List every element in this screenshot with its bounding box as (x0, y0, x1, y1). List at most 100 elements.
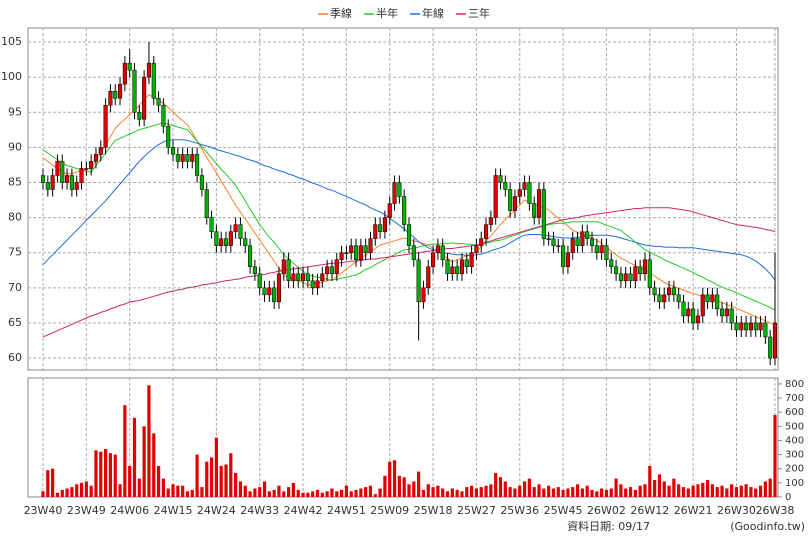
volume-bar (392, 460, 397, 497)
volume-bar (590, 489, 594, 497)
candle-body (368, 238, 373, 253)
volume-bar (585, 485, 589, 497)
candle-body (219, 238, 224, 246)
x-tick-label: 24W06 (110, 504, 149, 517)
candle-body (748, 322, 753, 331)
volume-bar (614, 478, 618, 497)
candle-body (763, 322, 768, 338)
volume-bar (75, 484, 79, 497)
candle-body (185, 154, 190, 162)
volume-bar (152, 433, 156, 497)
candle-body (614, 266, 619, 275)
legend-label: 季線 (330, 6, 352, 20)
candle-body (392, 182, 397, 204)
candle-body (474, 245, 479, 253)
candle-body (561, 245, 566, 268)
candle-body (40, 175, 46, 183)
volume-bar (132, 417, 137, 497)
volume-bar (556, 487, 560, 497)
candle-body (734, 322, 739, 331)
volume-bar (344, 485, 348, 497)
candle-body (267, 287, 272, 296)
x-tick-label: 24W51 (327, 504, 366, 517)
volume-tick-label: 800 (785, 379, 804, 390)
candle-body (45, 182, 50, 190)
candle-body (758, 322, 763, 331)
volume-bar (113, 454, 117, 497)
candle-body (681, 301, 686, 317)
candle-body (310, 280, 315, 289)
volume-tick-label: 500 (785, 421, 804, 432)
y-tick-label: 105 (1, 35, 22, 48)
candle-body (204, 189, 209, 218)
candle-body (652, 287, 657, 296)
volume-bar (219, 465, 223, 497)
candle-body (329, 266, 334, 275)
volume-bar (378, 488, 382, 497)
candle-body (744, 322, 749, 331)
volume-bar (123, 405, 127, 497)
candle-body (286, 259, 291, 282)
volume-bar (431, 487, 435, 497)
x-tick-label: 24W15 (154, 504, 193, 517)
volume-tick-label: 300 (785, 450, 804, 461)
volume-bar (104, 448, 108, 497)
candle-body (469, 252, 474, 268)
volume-bar (542, 488, 546, 497)
volume-bar (364, 487, 368, 497)
candle-body (753, 322, 758, 331)
volume-bar (301, 492, 305, 497)
candle-body (667, 287, 672, 296)
candle-body (272, 287, 277, 303)
candle-body (435, 245, 440, 253)
candle-body (431, 252, 436, 268)
volume-bar (749, 487, 753, 497)
x-tick-label: 25W09 (370, 504, 409, 517)
volume-bar (773, 415, 777, 497)
volume-bar (89, 485, 93, 497)
volume-bar (479, 487, 483, 497)
candle-body (397, 182, 402, 197)
volume-bar (176, 485, 180, 497)
candle-body (536, 189, 542, 218)
ma-line (42, 122, 776, 311)
volume-bar (311, 491, 315, 497)
candle-body (700, 294, 705, 317)
volume-bar (306, 492, 310, 497)
volume-bar (653, 480, 657, 497)
candle-body (517, 189, 522, 197)
candle-body (498, 175, 503, 183)
candle-body (281, 259, 286, 275)
volume-bar (55, 492, 60, 497)
candle-body (705, 294, 710, 303)
x-tick-label: 26W12 (630, 504, 669, 517)
volume-bar (383, 475, 387, 497)
candle-body (585, 231, 590, 239)
candle-body (291, 273, 296, 282)
candle-body (353, 245, 359, 260)
volume-bar (532, 487, 536, 497)
volume-bar (638, 485, 642, 497)
candle-body (156, 97, 161, 106)
volume-bar (412, 481, 416, 497)
volume-bar (267, 491, 271, 497)
ma-line (42, 139, 776, 281)
ma-line (42, 94, 776, 326)
candle-body (575, 238, 580, 246)
volume-bar (181, 485, 185, 497)
volume-bar (128, 465, 132, 497)
candle-body (508, 189, 513, 211)
volume-bar (296, 489, 300, 497)
candle-body (108, 90, 113, 106)
candle-body (84, 168, 89, 170)
candle-body (325, 266, 330, 275)
candle-body (228, 231, 233, 246)
volume-bar (99, 451, 103, 497)
volume-tick-label: 400 (785, 435, 804, 446)
volume-bar (79, 482, 84, 497)
candle-body (373, 224, 378, 239)
candle-body (248, 245, 253, 268)
legend-label: 半年 (376, 6, 398, 20)
candle-body (238, 224, 243, 239)
volume-bar (604, 489, 609, 497)
